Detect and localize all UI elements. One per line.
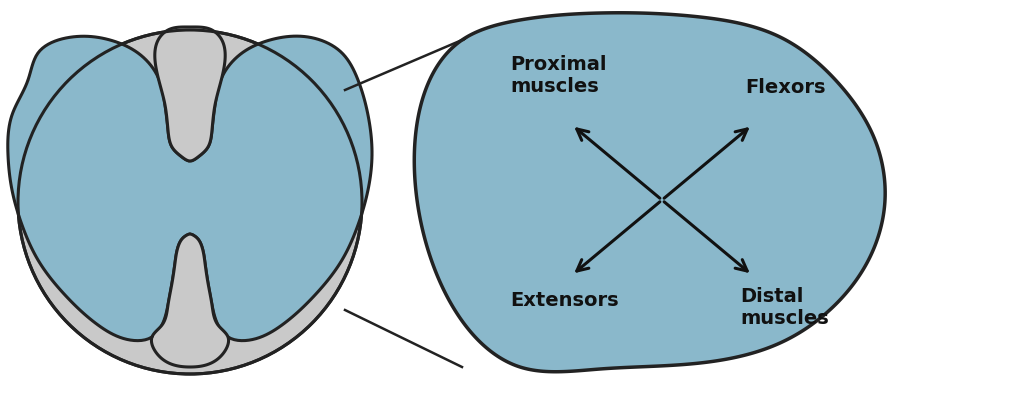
Polygon shape bbox=[152, 234, 228, 367]
Circle shape bbox=[18, 31, 362, 374]
Polygon shape bbox=[8, 37, 372, 341]
Text: Distal
muscles: Distal muscles bbox=[740, 287, 828, 328]
Polygon shape bbox=[415, 14, 885, 372]
Text: Extensors: Extensors bbox=[510, 291, 618, 310]
Text: Proximal
muscles: Proximal muscles bbox=[510, 55, 606, 96]
Polygon shape bbox=[155, 28, 225, 162]
Text: Flexors: Flexors bbox=[745, 78, 825, 97]
